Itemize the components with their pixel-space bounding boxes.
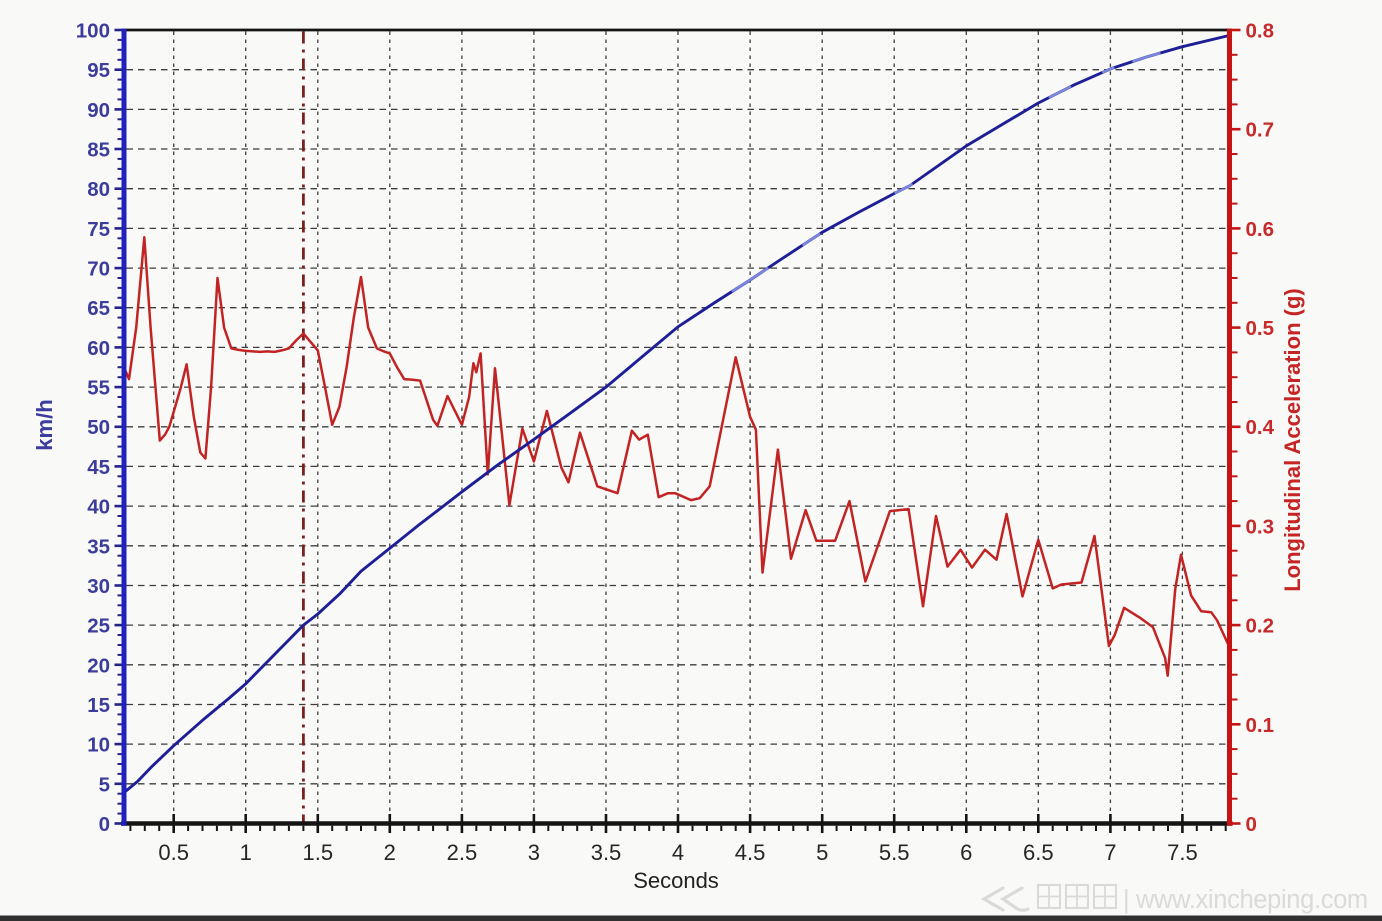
svg-text:25: 25 bbox=[87, 615, 110, 638]
svg-text:1: 1 bbox=[240, 840, 252, 865]
svg-text:80: 80 bbox=[87, 178, 110, 201]
svg-text:60: 60 bbox=[87, 337, 110, 360]
svg-text:| www.xincheping.com: | www.xincheping.com bbox=[1123, 886, 1368, 914]
svg-text:Seconds: Seconds bbox=[633, 868, 719, 893]
svg-text:20: 20 bbox=[87, 654, 110, 677]
svg-text:10: 10 bbox=[87, 734, 110, 757]
svg-text:7: 7 bbox=[1104, 840, 1116, 865]
svg-text:2: 2 bbox=[384, 840, 396, 865]
svg-text:0.4: 0.4 bbox=[1246, 416, 1275, 439]
svg-text:95: 95 bbox=[87, 59, 110, 82]
svg-text:0.6: 0.6 bbox=[1246, 218, 1275, 241]
svg-text:0.5: 0.5 bbox=[1246, 317, 1275, 340]
svg-text:2.5: 2.5 bbox=[447, 840, 478, 865]
svg-text:30: 30 bbox=[87, 575, 110, 598]
svg-text:75: 75 bbox=[87, 218, 110, 241]
svg-text:7.5: 7.5 bbox=[1167, 840, 1198, 865]
svg-text:40: 40 bbox=[87, 496, 110, 519]
svg-text:3.5: 3.5 bbox=[591, 840, 622, 865]
svg-text:6: 6 bbox=[960, 840, 972, 865]
svg-text:5.5: 5.5 bbox=[879, 840, 910, 865]
svg-text:0: 0 bbox=[99, 813, 110, 836]
svg-text:0.2: 0.2 bbox=[1246, 615, 1275, 638]
svg-text:0.1: 0.1 bbox=[1246, 714, 1275, 737]
svg-text:100: 100 bbox=[76, 20, 110, 43]
svg-text:85: 85 bbox=[87, 139, 110, 162]
svg-text:0.8: 0.8 bbox=[1246, 20, 1275, 43]
svg-text:90: 90 bbox=[87, 99, 110, 122]
svg-text:0: 0 bbox=[1246, 813, 1257, 836]
svg-text:1.5: 1.5 bbox=[303, 840, 334, 865]
svg-text:Longitudinal Acceleration (g): Longitudinal Acceleration (g) bbox=[1280, 288, 1305, 592]
svg-text:0.7: 0.7 bbox=[1246, 119, 1275, 142]
svg-text:4: 4 bbox=[672, 840, 684, 865]
svg-text:0.3: 0.3 bbox=[1246, 515, 1275, 538]
svg-text:5: 5 bbox=[99, 773, 110, 796]
svg-text:65: 65 bbox=[87, 297, 110, 320]
svg-text:15: 15 bbox=[87, 694, 110, 717]
svg-text:50: 50 bbox=[87, 416, 110, 439]
svg-text:55: 55 bbox=[87, 377, 110, 400]
svg-text:35: 35 bbox=[87, 535, 110, 558]
svg-text:45: 45 bbox=[87, 456, 110, 479]
svg-text:70: 70 bbox=[87, 258, 110, 281]
svg-text:0.5: 0.5 bbox=[158, 840, 189, 865]
svg-text:3: 3 bbox=[528, 840, 540, 865]
svg-text:5: 5 bbox=[816, 840, 828, 865]
svg-text:km/h: km/h bbox=[32, 399, 57, 450]
svg-text:6.5: 6.5 bbox=[1023, 840, 1054, 865]
svg-text:4.5: 4.5 bbox=[735, 840, 766, 865]
